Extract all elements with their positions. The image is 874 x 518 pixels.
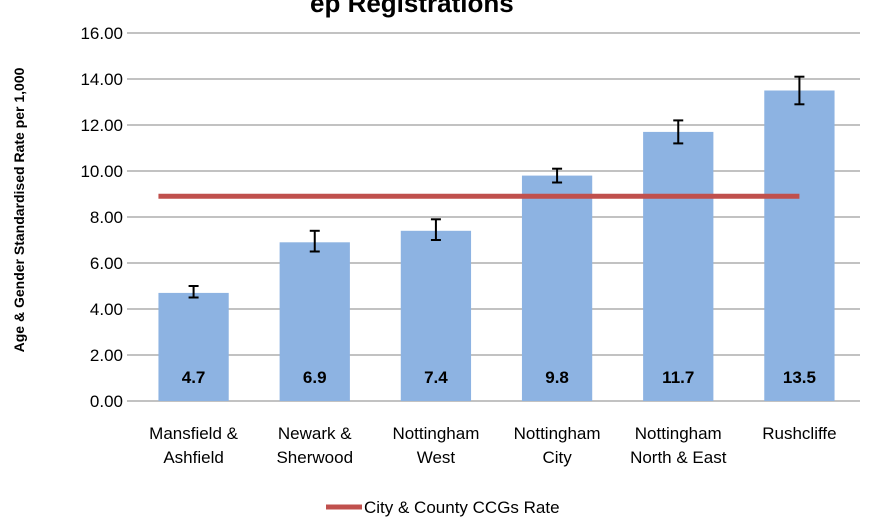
data-labels: 4.7 6.9 7.4 9.8 11.7 13.5 — [182, 368, 816, 387]
bars — [158, 90, 835, 401]
y-tick-label: 16.00 — [80, 24, 123, 43]
x-category-label: Newark & Sherwood — [276, 424, 353, 467]
data-label: 7.4 — [424, 368, 448, 387]
data-label: 4.7 — [182, 368, 206, 387]
y-tick-label: 2.00 — [90, 346, 123, 365]
y-tick-label: 10.00 — [80, 162, 123, 181]
y-tick-label: 6.00 — [90, 254, 123, 273]
bar — [400, 230, 472, 401]
data-label: 9.8 — [545, 368, 569, 387]
y-tick-label: 8.00 — [90, 208, 123, 227]
y-tick-label: 14.00 — [80, 70, 123, 89]
gridlines — [127, 32, 860, 402]
legend-label: City & County CCGs Rate — [364, 498, 560, 517]
y-tick-label: 12.00 — [80, 116, 123, 135]
error-bars — [188, 75, 805, 299]
data-label: 6.9 — [303, 368, 327, 387]
bar — [764, 90, 835, 401]
x-category-label: Mansfield & Ashfield — [149, 424, 238, 467]
bar — [643, 131, 714, 401]
x-category-label: Nottingham North & East — [630, 424, 727, 467]
bar — [279, 242, 350, 401]
chart-title: ep Registrations — [310, 0, 514, 18]
bar — [158, 292, 229, 401]
x-axis-categories: Mansfield & Ashfield Newark & Sherwood Notti… — [149, 424, 836, 467]
y-axis-label: Age & Gender Standardised Rate per 1,000 — [11, 67, 27, 352]
x-category-label: Nottingham City — [514, 424, 601, 467]
y-tick-label: 4.00 — [90, 300, 123, 319]
y-tick-label: 0.00 — [90, 392, 123, 411]
data-label: 11.7 — [662, 368, 694, 387]
y-axis-ticks: 0.00 2.00 4.00 6.00 8.00 10.00 12.00 14.00 16.00 — [80, 24, 123, 411]
data-label: 13.5 — [783, 368, 816, 387]
bar — [521, 175, 593, 401]
x-category-label: Rushcliffe — [762, 424, 836, 443]
x-category-label: Nottingham West — [392, 424, 479, 467]
legend: City & County CCGs Rate — [326, 498, 560, 517]
